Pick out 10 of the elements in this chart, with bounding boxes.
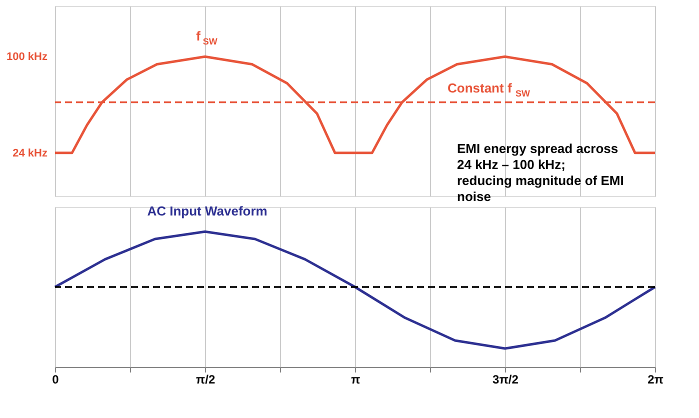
annotation: EMI energy spread across 24 kHz – 100 kHz; reducing magnitude of EMI noise: [457, 140, 624, 204]
series-label: AC Input Waveform: [147, 204, 268, 219]
y-tick-label: 100 kHz: [6, 51, 48, 64]
x-tick-label: 0: [52, 372, 60, 386]
y-tick-label: 24 kHz: [12, 147, 48, 160]
x-tick-label: π/2: [196, 372, 216, 386]
x-tick-label: 3π/2: [492, 372, 519, 386]
x-tick-label: π: [350, 372, 360, 386]
line-series: [54, 55, 656, 154]
x-tick-label: 2π: [648, 372, 664, 386]
